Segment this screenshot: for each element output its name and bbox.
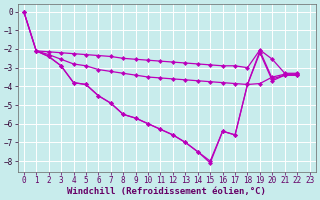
X-axis label: Windchill (Refroidissement éolien,°C): Windchill (Refroidissement éolien,°C) [67,187,266,196]
